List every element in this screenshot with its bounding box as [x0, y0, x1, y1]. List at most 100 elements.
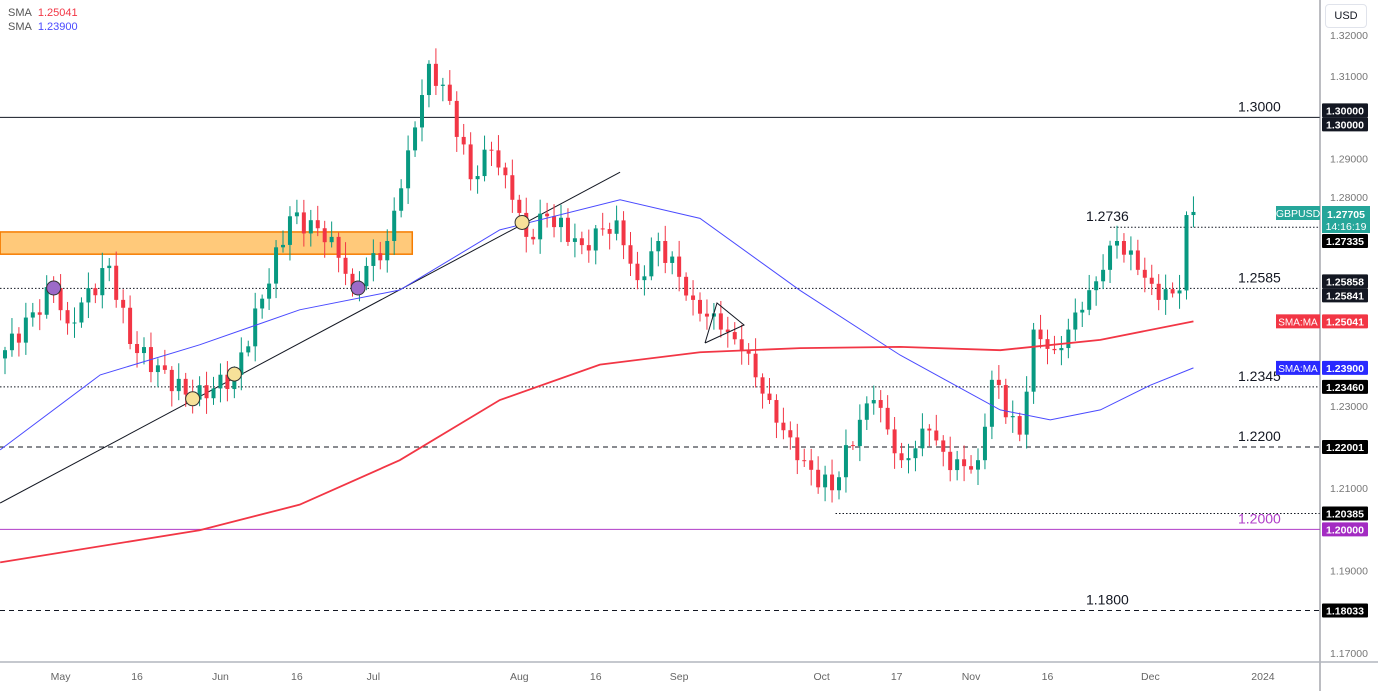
- candle-body: [996, 379, 1001, 386]
- candle-body: [600, 228, 605, 230]
- time-tick-label: Jun: [212, 671, 229, 683]
- candle-body: [239, 352, 244, 375]
- candle-body: [843, 445, 848, 478]
- resistance-zone[interactable]: [0, 231, 414, 255]
- candle-body: [204, 385, 209, 399]
- candle-body: [1149, 277, 1154, 284]
- candle-body: [308, 220, 313, 234]
- candle-body: [899, 453, 904, 461]
- candle-body: [3, 350, 7, 359]
- candle-body: [1128, 250, 1133, 255]
- candle-body: [670, 256, 675, 263]
- candle-body: [378, 253, 383, 261]
- candle-body: [100, 268, 105, 296]
- candle-body: [447, 84, 452, 101]
- candle-body: [538, 213, 543, 240]
- candle-body: [1087, 290, 1092, 310]
- candle-body: [155, 365, 160, 373]
- candle-body: [684, 276, 689, 296]
- price-level-tag-text: 1.20000: [1326, 524, 1364, 536]
- candle-body: [955, 459, 960, 471]
- candle-body: [9, 333, 14, 351]
- price-tick-label: 1.23000: [1330, 401, 1368, 413]
- price-level-tag-text: 1.30000: [1326, 119, 1364, 131]
- candle-body: [260, 298, 265, 309]
- sma-legend-1[interactable]: SMA 1.25041: [8, 7, 78, 19]
- candle-body: [343, 257, 348, 274]
- current-price-text: 1.27705: [1327, 209, 1365, 221]
- candle-body: [920, 428, 925, 449]
- candle-body: [704, 313, 709, 317]
- candle-body: [830, 474, 835, 491]
- sma-legend-2[interactable]: SMA 1.23900: [8, 21, 78, 33]
- time-tick-label: 16: [1042, 671, 1054, 683]
- candle-body: [753, 353, 758, 378]
- candle-body: [913, 448, 918, 459]
- candle-body: [169, 369, 174, 392]
- candle-body: [433, 63, 438, 86]
- sma-line[interactable]: [0, 199, 1194, 451]
- candle-body: [837, 477, 841, 491]
- price-level-tag: [1322, 603, 1368, 618]
- candle-body: [426, 63, 431, 96]
- candle-body: [503, 167, 508, 176]
- price-level-tag-text: 1.20385: [1326, 509, 1364, 521]
- candle-body: [795, 437, 800, 461]
- sma-name-tag: [1276, 360, 1320, 375]
- candle-body: [1038, 329, 1043, 340]
- candle-body: [329, 236, 334, 243]
- currency-button[interactable]: USD: [1325, 4, 1367, 28]
- candle-body: [760, 377, 765, 394]
- candle-body: [746, 350, 751, 354]
- candle-body: [315, 220, 320, 229]
- candle-body: [287, 216, 292, 245]
- price-level-tag: [1322, 439, 1368, 454]
- candle-body: [1031, 329, 1036, 392]
- triangle-pattern-drawing[interactable]: [704, 302, 745, 344]
- candle-body: [246, 346, 251, 353]
- candle-body: [468, 144, 473, 180]
- time-tick-label: Jul: [367, 671, 380, 683]
- price-tick-label: 1.17000: [1330, 648, 1368, 660]
- candle-body: [552, 216, 557, 228]
- touch-marker-circle: [350, 280, 366, 296]
- price-level-tag-text: 1.30000: [1326, 105, 1364, 117]
- sma-name-tag: [1276, 314, 1320, 329]
- candle-body: [586, 245, 591, 251]
- price-tick-label: 1.32000: [1330, 30, 1368, 42]
- candle-body: [809, 460, 814, 470]
- candle-body: [461, 136, 466, 145]
- sma-line[interactable]: [0, 320, 1194, 564]
- candle-body: [183, 378, 188, 395]
- candle-body: [211, 388, 216, 399]
- candle-body: [371, 253, 376, 266]
- indicator-legend: SMA 1.25041 SMA 1.23900: [8, 6, 78, 34]
- candle-body: [413, 127, 418, 151]
- candle-body: [1066, 329, 1071, 349]
- candle-body: [677, 256, 682, 277]
- candle-body: [1115, 241, 1119, 246]
- price-level-tag: [1322, 117, 1368, 132]
- sma-name-text: SMA:MA: [1278, 364, 1318, 375]
- candle-body: [934, 430, 939, 441]
- price-level-tag-text: 1.22001: [1326, 442, 1364, 454]
- price-level-tag-text: 1.25841: [1326, 290, 1364, 302]
- price-tick-label: 1.28000: [1330, 192, 1368, 204]
- candle-body: [725, 329, 730, 333]
- candle-body: [635, 263, 640, 281]
- price-tick-label: 1.31000: [1330, 71, 1368, 83]
- candle-body: [440, 84, 445, 86]
- candle-body: [878, 400, 883, 408]
- time-tick-label: 16: [291, 671, 303, 683]
- candle-body: [482, 149, 487, 177]
- candle-body: [774, 400, 779, 423]
- candle-body: [16, 333, 21, 343]
- countdown-text: 14:16:19: [1326, 221, 1367, 233]
- candle-body: [969, 466, 974, 470]
- candle-body: [1052, 348, 1057, 351]
- candle-body: [1024, 391, 1029, 435]
- candle-body: [579, 238, 584, 246]
- candle-body: [948, 451, 953, 471]
